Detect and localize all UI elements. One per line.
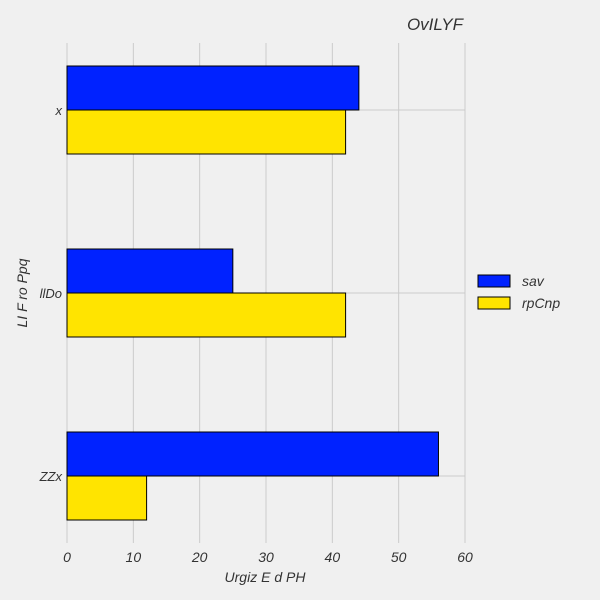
legend-swatch-sav [477, 274, 511, 288]
bar-rpCnp-0 [66, 109, 347, 155]
x-tick-label: 40 [325, 549, 341, 565]
bar-rpCnp-2 [66, 475, 148, 521]
y-tick-label: llDo [40, 286, 62, 301]
bar-sav-0 [66, 65, 360, 111]
bar-sav-2 [66, 431, 439, 477]
chart-title: OvILYF [407, 15, 465, 34]
y-tick-label: x [55, 103, 63, 118]
legend-swatch-rpCnp [477, 296, 511, 310]
x-tick-label: 10 [126, 549, 142, 565]
legend: sav rpCnp [477, 273, 560, 311]
y-tick-label: ZZx [39, 469, 63, 484]
y-axis-label: LI F ro Ppq [14, 258, 30, 327]
bar-sav-1 [66, 248, 234, 294]
x-axis-label: Urgiz E d PH [225, 569, 307, 585]
bar-rpCnp-1 [66, 292, 347, 338]
x-tick-label: 50 [391, 549, 407, 565]
x-tick-label: 60 [457, 549, 473, 565]
y-tick-labels: x llDo ZZx [39, 103, 63, 484]
legend-label-sav: sav [522, 273, 545, 289]
x-tick-label: 20 [191, 549, 208, 565]
x-tick-label: 30 [258, 549, 274, 565]
legend-label-rpCnp: rpCnp [522, 295, 560, 311]
x-tick-labels: 0 10 20 30 40 50 60 [63, 549, 473, 565]
x-tick-label: 0 [63, 549, 71, 565]
bars [66, 65, 439, 521]
